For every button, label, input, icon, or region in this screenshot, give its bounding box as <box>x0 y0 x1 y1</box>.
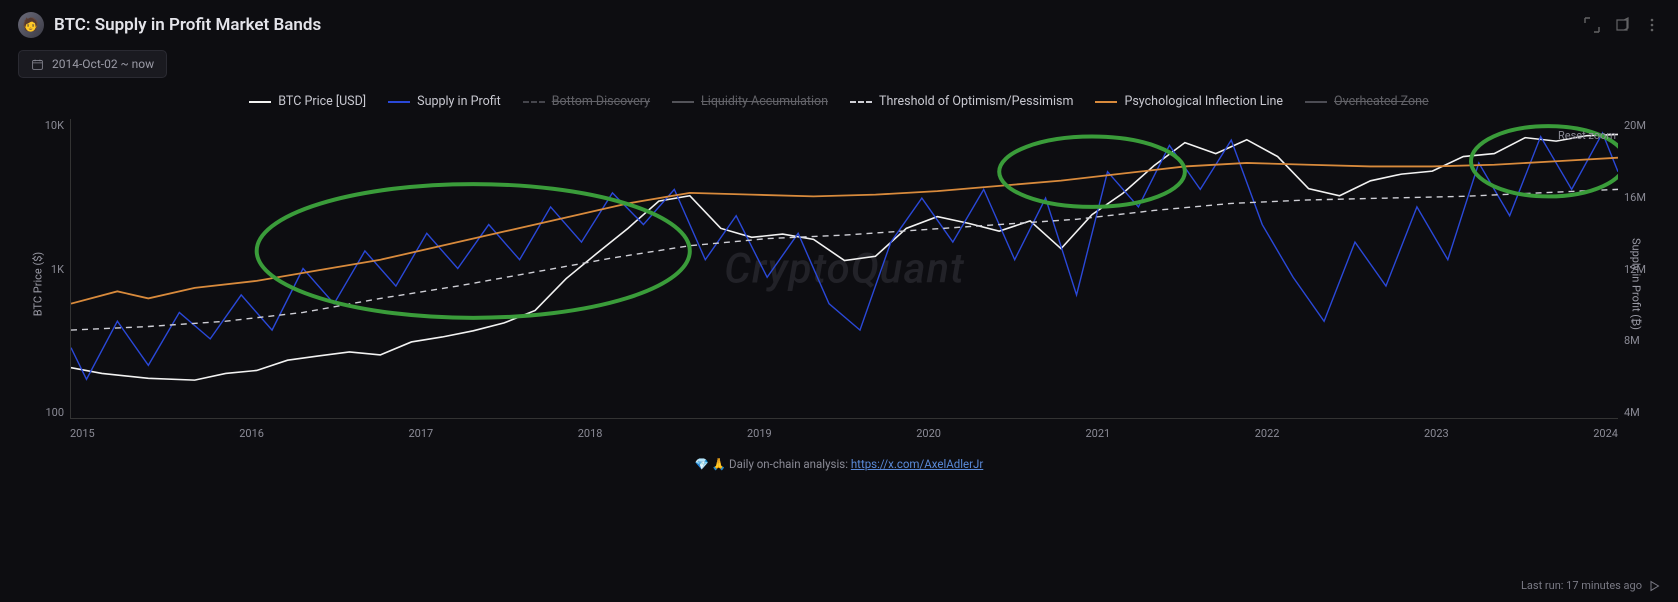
y-right-tick: 4M <box>1624 406 1640 419</box>
x-tick: 2022 <box>1255 427 1280 449</box>
legend: BTC Price [USD] Supply in Profit Bottom Di… <box>0 88 1678 119</box>
header: 🧑 BTC: Supply in Profit Market Bands <box>0 0 1678 46</box>
share-icon[interactable] <box>1614 17 1630 33</box>
plot[interactable]: CryptoQuant Reset zoom <box>70 119 1618 419</box>
y-right-tick: 12M <box>1624 263 1646 276</box>
legend-item-bottom[interactable]: Bottom Discovery <box>523 94 650 109</box>
y-left-tick: 100 <box>45 406 64 419</box>
y-left-tick: 1K <box>51 263 64 276</box>
legend-label: Overheated Zone <box>1334 94 1429 109</box>
x-tick: 2021 <box>1086 427 1111 449</box>
date-range-text: 2014-Oct-02 ~ now <box>52 57 154 71</box>
x-tick: 2016 <box>239 427 264 449</box>
expand-icon[interactable] <box>1584 17 1600 33</box>
legend-swatch <box>1305 101 1327 103</box>
footer-link: 💎 🙏 Daily on-chain analysis: https://x.c… <box>0 449 1678 479</box>
x-tick: 2023 <box>1424 427 1449 449</box>
legend-item-inflection[interactable]: Psychological Inflection Line <box>1095 94 1283 109</box>
play-icon[interactable] <box>1648 580 1660 592</box>
page-title: BTC: Supply in Profit Market Bands <box>54 15 321 35</box>
y-right-axis: 20M 16M 12M 8M 4M <box>1624 119 1664 419</box>
legend-swatch <box>523 101 545 103</box>
x-tick: 2024 <box>1593 427 1618 449</box>
legend-item-overheated[interactable]: Overheated Zone <box>1305 94 1429 109</box>
series-btc_price <box>71 134 1618 380</box>
legend-item-liquidity[interactable]: Liquidity Accumulation <box>672 94 828 109</box>
more-icon[interactable] <box>1644 17 1660 33</box>
annotation-ellipse-1 <box>999 137 1185 207</box>
x-tick: 2015 <box>70 427 95 449</box>
series-supply <box>71 133 1618 379</box>
legend-swatch <box>672 101 694 103</box>
chart-area: BTC Price ($) Supply in Profit (₿) 10K1K… <box>70 119 1618 449</box>
header-actions <box>1584 17 1660 33</box>
legend-label: Threshold of Optimism/Pessimism <box>879 94 1073 109</box>
legend-label: BTC Price [USD] <box>278 94 366 109</box>
calendar-icon <box>31 58 44 71</box>
last-run: Last run: 17 minutes ago <box>1521 579 1660 592</box>
legend-swatch <box>1095 101 1117 103</box>
y-right-tick: 16M <box>1624 191 1646 204</box>
legend-swatch <box>850 101 872 103</box>
x-tick: 2019 <box>747 427 772 449</box>
x-tick: 2020 <box>916 427 941 449</box>
x-axis: 2015 2016 2017 2018 2019 2020 2021 2022 2023 2024 <box>70 421 1618 449</box>
x-tick: 2018 <box>578 427 603 449</box>
legend-label: Bottom Discovery <box>552 94 650 109</box>
legend-swatch <box>249 101 271 103</box>
reset-zoom-button[interactable]: Reset zoom <box>1558 129 1616 142</box>
legend-item-btc_price[interactable]: BTC Price [USD] <box>249 94 366 109</box>
last-run-text: Last run: 17 minutes ago <box>1521 579 1642 592</box>
y-right-tick: 8M <box>1624 334 1640 347</box>
y-left-tick: 10K <box>45 119 64 132</box>
date-range-picker[interactable]: 2014-Oct-02 ~ now <box>18 50 167 78</box>
footer-anchor[interactable]: https://x.com/AxelAdlerJr <box>851 457 983 471</box>
legend-label: Supply in Profit <box>417 94 501 109</box>
legend-item-threshold[interactable]: Threshold of Optimism/Pessimism <box>850 94 1073 109</box>
legend-label: Liquidity Accumulation <box>701 94 828 109</box>
y-right-tick: 20M <box>1624 119 1646 132</box>
date-row: 2014-Oct-02 ~ now <box>0 46 1678 88</box>
x-tick: 2017 <box>409 427 434 449</box>
footer-prefix: 💎 🙏 Daily on-chain analysis: <box>695 457 851 471</box>
legend-swatch <box>388 101 410 103</box>
avatar: 🧑 <box>18 12 44 38</box>
legend-item-supply[interactable]: Supply in Profit <box>388 94 501 109</box>
chart-svg: Reset zoom <box>71 119 1618 418</box>
annotation-ellipse-0 <box>257 184 690 318</box>
y-left-axis: 10K 1K 100 <box>24 119 64 419</box>
legend-label: Psychological Inflection Line <box>1124 94 1283 109</box>
title-wrap: 🧑 BTC: Supply in Profit Market Bands <box>18 12 321 38</box>
series-inflection <box>71 158 1618 304</box>
